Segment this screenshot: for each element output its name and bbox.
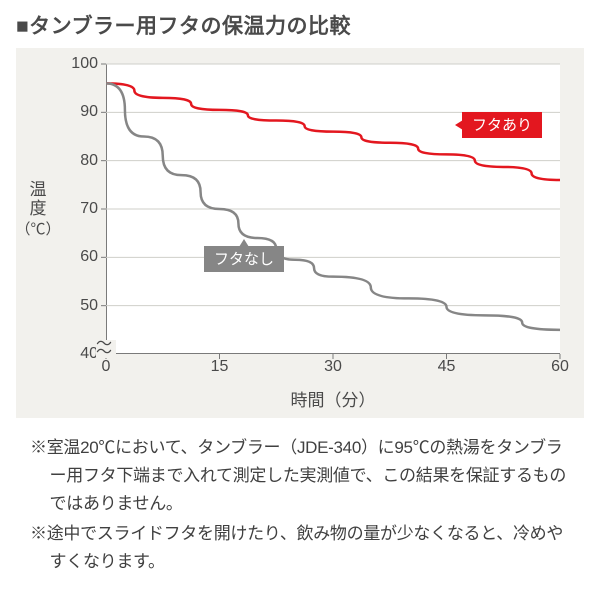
y-axis-break: 〜〜 (96, 340, 116, 358)
footnotes: ※室温20℃において、タンブラー（JDE-340）に95℃の熱湯をタンブラー用フ… (0, 428, 600, 576)
x-tick-label: 30 (324, 358, 342, 376)
x-axis-label: 時間（分） (106, 386, 560, 411)
x-tick-label: 0 (102, 358, 111, 376)
chart-title: ■タンブラー用フタの保温力の比較 (0, 0, 600, 44)
x-tick-labels: 015304560 (106, 358, 560, 380)
footnote-line: ※室温20℃において、タンブラー（JDE-340）に95℃の熱湯をタンブラー用フ… (30, 434, 570, 518)
y-tick-labels: 405060708090100 (68, 64, 102, 354)
y-tick-label: 40 (68, 345, 98, 363)
plot-area: フタありフタなし (106, 64, 560, 354)
x-tick-label: 45 (438, 358, 456, 376)
chart-frame: 温度（℃） 40 50 60 70 80 90 100 フタありフタなし 〜〜 0 15 30 4… (16, 48, 584, 418)
footnote-line: ※途中でスライドフタを開けたり、飲み物の量が少なくなると、冷めやすくなります。 (30, 520, 570, 576)
y-tick-label: 100 (68, 55, 98, 73)
y-tick-label: 90 (68, 103, 98, 121)
y-axis-label-wrap: 温度（℃） (26, 64, 50, 354)
x-tick-label: 60 (551, 358, 569, 376)
legend-without_lid: フタなし (204, 246, 284, 272)
y-tick-label: 60 (68, 248, 98, 266)
y-axis-label: 温度（℃） (16, 180, 61, 239)
page-root: ■タンブラー用フタの保温力の比較 温度（℃） 40 50 60 70 80 90 100 フ… (0, 0, 600, 600)
legend-with_lid: フタあり (462, 112, 542, 138)
y-tick-label: 80 (68, 152, 98, 170)
y-tick-label: 70 (68, 200, 98, 218)
y-tick-label: 50 (68, 297, 98, 315)
legend-arrow-icon (239, 239, 249, 247)
x-tick-label: 15 (211, 358, 229, 376)
legend-arrow-icon (455, 120, 463, 130)
chart-svg (106, 64, 560, 354)
